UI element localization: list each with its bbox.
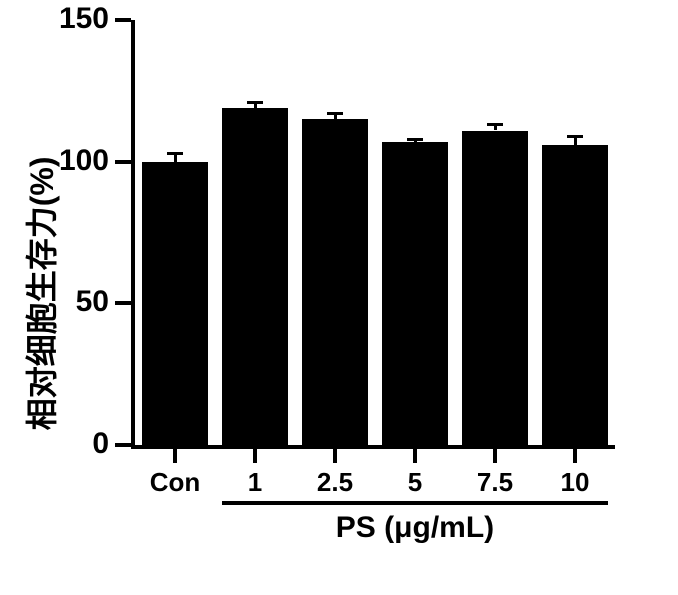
x-tick-label: 5 — [375, 467, 455, 498]
y-axis-title: 相对细胞生存力(%) — [17, 156, 63, 430]
y-tick-label: 0 — [92, 427, 109, 461]
errorbar-cap — [407, 138, 423, 141]
y-axis — [131, 20, 135, 449]
bar — [222, 108, 288, 445]
errorbar-cap — [327, 112, 343, 115]
errorbar-cap — [487, 123, 503, 126]
x-tick-label: 10 — [535, 467, 615, 498]
x-tick-label: 2.5 — [295, 467, 375, 498]
y-tick-label: 100 — [59, 144, 109, 178]
x-tick — [173, 449, 177, 463]
bar — [382, 142, 448, 445]
group-line — [222, 501, 608, 505]
bar — [142, 162, 208, 445]
x-tick-label: 7.5 — [455, 467, 535, 498]
x-tick — [493, 449, 497, 463]
bar — [462, 131, 528, 446]
bar — [542, 145, 608, 445]
y-tick — [115, 160, 131, 164]
errorbar-cap — [167, 152, 183, 155]
errorbar-cap — [567, 135, 583, 138]
x-tick — [413, 449, 417, 463]
x-axis — [131, 445, 615, 449]
x-tick — [333, 449, 337, 463]
y-tick-label: 50 — [76, 285, 109, 319]
x-tick-label: 1 — [215, 467, 295, 498]
x-tick — [573, 449, 577, 463]
x-tick-label: Con — [135, 467, 215, 498]
x-tick — [253, 449, 257, 463]
bar — [302, 119, 368, 445]
y-tick-label: 150 — [59, 2, 109, 36]
errorbar-cap — [247, 101, 263, 104]
y-tick — [115, 301, 131, 305]
group-label: PS (μg/mL) — [222, 511, 608, 545]
y-tick — [115, 18, 131, 22]
bar-chart: 相对细胞生存力(%) 0 50 100 150 Con12.557.510 PS (μg/… — [0, 0, 678, 595]
y-tick — [115, 443, 131, 447]
